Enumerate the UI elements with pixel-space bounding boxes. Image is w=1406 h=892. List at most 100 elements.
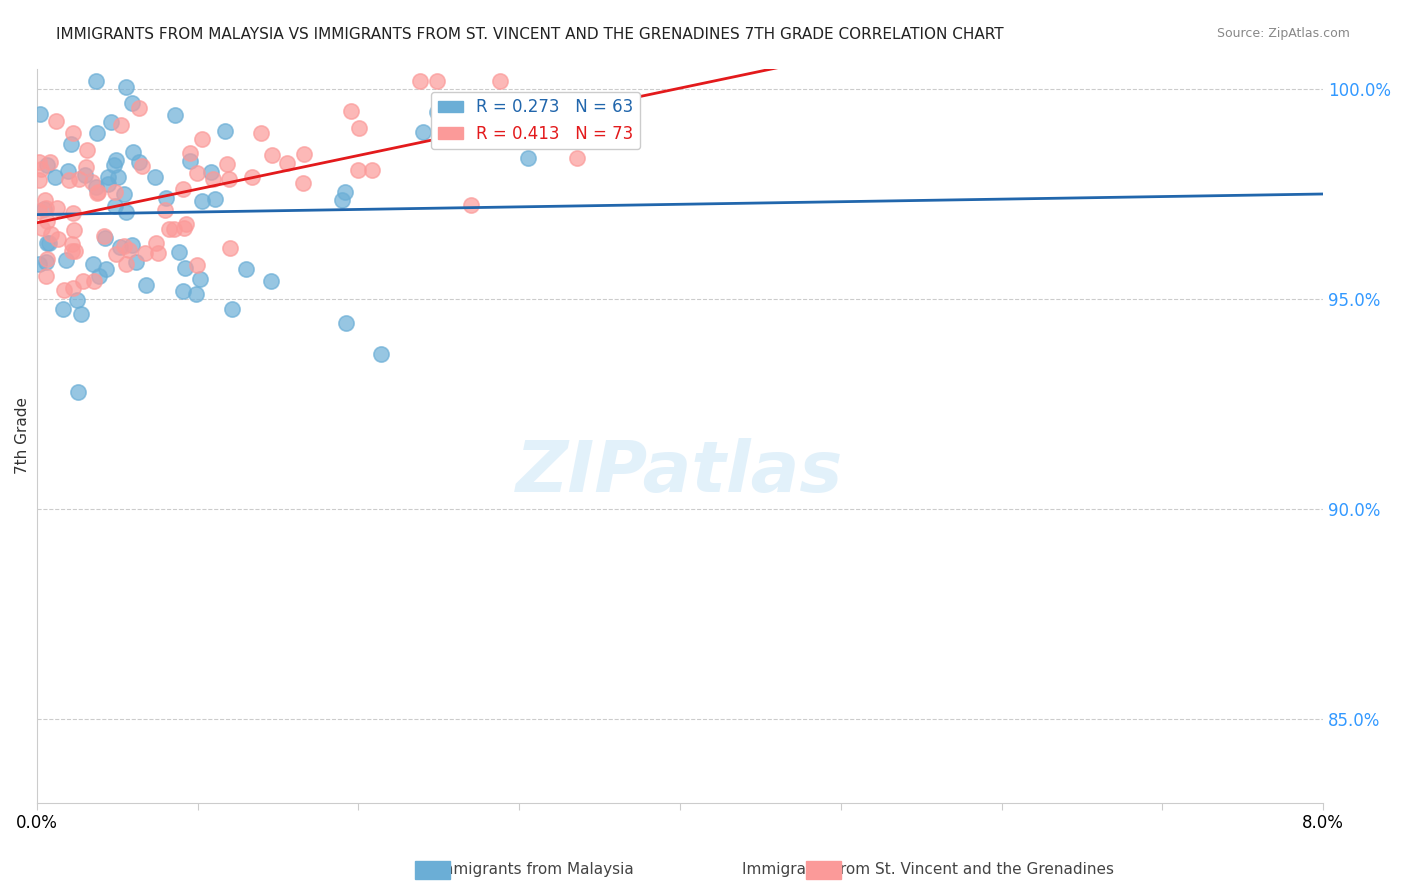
Point (34, 269, 56, 284)
Point (172, 182, 194, 196)
Point (128, 101, 150, 115)
Point (35, 254, 58, 268)
Point (115, 257, 138, 271)
Point (110, 118, 132, 132)
Point (179, 146, 201, 161)
Point (96, 170, 118, 185)
Point (93, 229, 115, 244)
Point (66, 293, 89, 308)
Point (191, 194, 214, 208)
Text: Immigrants from Malaysia: Immigrants from Malaysia (434, 863, 634, 877)
Point (32, 202, 55, 216)
Point (34, 193, 56, 207)
Point (41, 227, 63, 241)
Point (128, 154, 150, 169)
Point (121, 96, 143, 111)
Point (55, 253, 77, 268)
Text: Immigrants from St. Vincent and the Grenadines: Immigrants from St. Vincent and the Gren… (742, 863, 1114, 877)
Point (58, 173, 80, 187)
Point (115, 80, 138, 95)
Point (235, 261, 257, 276)
Point (86, 179, 108, 194)
Point (134, 245, 156, 260)
Point (97, 178, 120, 192)
Point (62, 206, 84, 220)
Point (67, 384, 90, 399)
Point (67, 172, 90, 186)
Point (82, 257, 104, 271)
Point (115, 204, 138, 219)
Point (340, 104, 363, 119)
Point (35, 252, 58, 267)
Point (292, 176, 315, 190)
Point (60, 244, 83, 259)
Point (121, 145, 143, 160)
Point (262, 147, 284, 161)
Point (221, 301, 243, 316)
Point (360, 163, 382, 178)
Point (217, 156, 239, 170)
Point (190, 272, 212, 286)
Point (75, 161, 97, 175)
Text: Source: ZipAtlas.com: Source: ZipAtlas.com (1216, 27, 1350, 40)
Point (104, 153, 127, 167)
Point (200, 165, 222, 179)
Point (69, 306, 91, 320)
Point (63, 223, 86, 237)
Point (145, 235, 167, 250)
Point (146, 245, 169, 260)
Point (409, 74, 432, 88)
Text: IMMIGRANTS FROM MALAYSIA VS IMMIGRANTS FROM ST. VINCENT AND THE GRENADINES 7TH G: IMMIGRANTS FROM MALAYSIA VS IMMIGRANTS F… (56, 27, 1004, 42)
Point (86, 186, 108, 201)
Point (565, 151, 588, 165)
Point (27, 204, 49, 219)
Legend: R = 0.273   N = 63, R = 0.413   N = 73: R = 0.273 N = 63, R = 0.413 N = 73 (432, 92, 640, 149)
Point (76, 143, 98, 157)
Point (35, 214, 58, 228)
Point (179, 153, 201, 168)
Point (72, 274, 94, 288)
Text: ZIPatlas: ZIPatlas (516, 438, 844, 507)
Point (56, 164, 79, 178)
Point (46, 232, 69, 246)
Point (80, 176, 103, 190)
Point (110, 239, 132, 253)
Point (335, 186, 357, 200)
Point (75, 169, 97, 183)
Point (163, 221, 186, 235)
Point (87, 269, 110, 284)
Point (204, 193, 226, 207)
Point (100, 115, 122, 129)
Point (83, 274, 105, 288)
Point (460, 197, 482, 211)
Point (330, 193, 353, 207)
Point (86, 127, 108, 141)
Point (44, 169, 66, 184)
Point (27, 173, 49, 187)
Point (426, 104, 449, 119)
Point (112, 187, 135, 202)
Point (59, 136, 82, 151)
Point (104, 185, 127, 199)
Point (249, 126, 271, 140)
Point (30, 107, 52, 121)
Point (349, 121, 371, 136)
Point (516, 151, 538, 165)
Point (155, 191, 177, 205)
Point (347, 162, 370, 177)
Point (412, 125, 434, 139)
Point (143, 170, 166, 185)
Point (167, 244, 190, 259)
Point (184, 287, 207, 301)
Point (94, 231, 117, 245)
Point (87, 185, 110, 199)
Point (84, 74, 107, 88)
Point (214, 124, 236, 138)
Point (27, 257, 49, 271)
Point (103, 158, 125, 172)
Point (62, 281, 84, 295)
Point (190, 131, 212, 145)
Point (31, 221, 53, 235)
Point (103, 199, 125, 213)
Point (242, 169, 264, 184)
